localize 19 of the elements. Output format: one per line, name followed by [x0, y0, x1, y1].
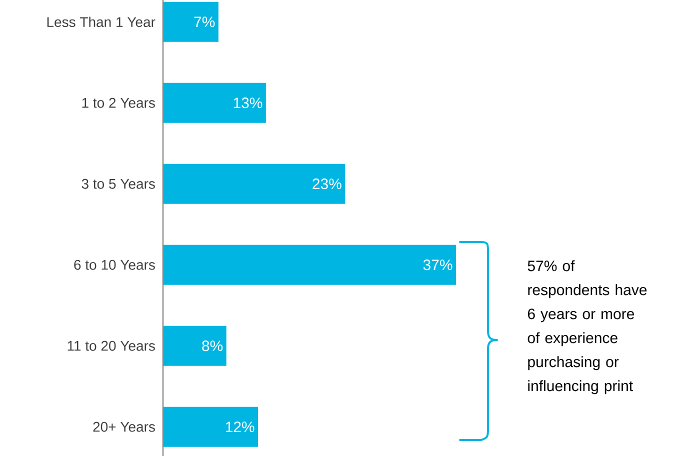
bar [163, 244, 456, 285]
bar [163, 2, 218, 42]
data-label: 37% [423, 260, 452, 270]
data-label: 12% [226, 422, 254, 432]
data-label: 13% [234, 98, 262, 108]
bar [163, 164, 346, 204]
bar [163, 326, 226, 366]
y-tick-label: 11 to 20 Years [68, 340, 155, 351]
data-label: 7% [194, 16, 215, 28]
text: 57% of respondents have 6 years or more of experience purchasing or influencing print [528, 260, 647, 394]
y-tick-label: 6 to 10 Years [74, 260, 155, 270]
bar [163, 406, 258, 447]
data-label: 8% [202, 340, 223, 352]
y-tick-label: 1 to 2 Years [82, 98, 155, 108]
data-label: 23% [312, 178, 342, 190]
y-tick-label: 20+ Years [93, 422, 155, 432]
y-tick-label: Less Than 1 Year [47, 16, 156, 28]
bar [163, 82, 266, 123]
y-tick-label: 3 to 5 Years [82, 178, 155, 189]
